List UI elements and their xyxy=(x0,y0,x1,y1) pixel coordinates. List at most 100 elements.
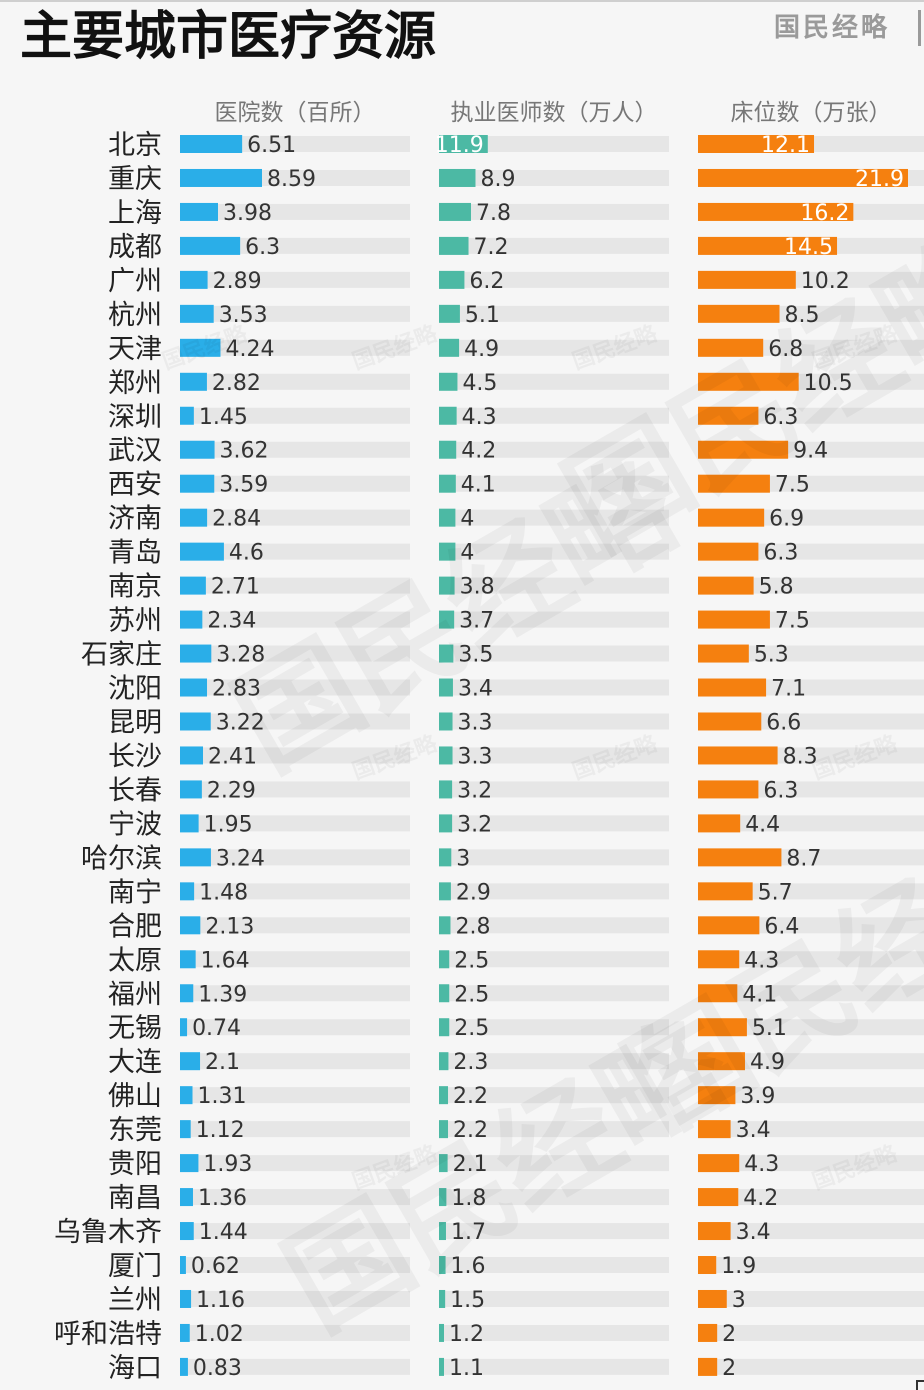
hospital-bar xyxy=(180,644,212,663)
bed-value-label: 4.4 xyxy=(745,812,780,837)
bed-track xyxy=(698,1290,924,1307)
doctor-track xyxy=(439,203,669,220)
bed-track xyxy=(698,1019,924,1036)
bed-track xyxy=(698,883,924,900)
bed-track xyxy=(698,1324,924,1341)
bed-bar xyxy=(698,882,753,901)
hospital-bar xyxy=(180,848,211,867)
doctor-bar xyxy=(439,1154,448,1173)
category-label: 福州 xyxy=(108,979,162,1010)
hospital-value-label: 1.93 xyxy=(203,1152,252,1177)
doctor-value-label: 3.2 xyxy=(457,812,492,837)
doctor-value-label: 2.2 xyxy=(453,1118,488,1143)
hospital-value-label: 6.3 xyxy=(245,235,280,260)
doctor-bar xyxy=(439,508,456,527)
hospital-bar xyxy=(180,304,214,323)
bed-track xyxy=(698,951,924,968)
hospital-track xyxy=(180,849,410,866)
bed-bar xyxy=(698,1086,736,1105)
bed-bar xyxy=(698,338,764,357)
bed-track xyxy=(698,985,924,1002)
doctor-bar xyxy=(439,984,450,1003)
hospital-bar xyxy=(180,1323,190,1342)
bed-value-label: 9.4 xyxy=(793,439,828,464)
hospital-track xyxy=(180,1189,410,1206)
hospital-value-label: 4.24 xyxy=(225,337,274,362)
hospital-value-label: 1.12 xyxy=(196,1118,245,1143)
doctor-bar xyxy=(439,1052,449,1071)
hospital-bar xyxy=(180,372,207,391)
hospital-bar xyxy=(180,1018,188,1037)
bed-bar xyxy=(698,712,762,731)
doctor-value-label: 2.2 xyxy=(453,1084,488,1109)
doctor-track xyxy=(439,611,669,628)
doctor-bar xyxy=(439,1323,444,1342)
bed-bar xyxy=(698,610,770,629)
bed-track xyxy=(698,1257,924,1274)
doctor-value-label: 4.3 xyxy=(462,405,497,430)
bed-value-label: 8.5 xyxy=(785,303,820,328)
bed-bar xyxy=(698,236,838,255)
bed-value-label: 12.1 xyxy=(761,133,810,158)
bed-value-label: 4.3 xyxy=(744,948,779,973)
hospital-bar xyxy=(180,678,208,697)
category-label: 济南 xyxy=(108,504,162,535)
hospital-track xyxy=(180,1087,410,1104)
header-doctors: 执业医师数（万人） xyxy=(450,100,658,126)
doctor-track xyxy=(439,339,669,356)
doctor-track xyxy=(439,1087,669,1104)
doctor-value-label: 4 xyxy=(460,507,474,532)
hospital-track xyxy=(180,713,410,730)
doctor-bar xyxy=(439,814,453,833)
doctor-bar xyxy=(439,406,457,425)
bed-value-label: 10.5 xyxy=(804,371,853,396)
hospital-track xyxy=(180,373,410,390)
doctor-value-label: 2.5 xyxy=(454,948,489,973)
hospital-bar xyxy=(180,712,211,731)
doctor-value-label: 2.5 xyxy=(454,982,489,1007)
doctor-value-label: 4.1 xyxy=(461,473,496,498)
hospital-track xyxy=(180,543,410,560)
hospital-bar xyxy=(180,236,241,255)
bed-value-label: 2 xyxy=(722,1356,736,1381)
bed-track xyxy=(698,1121,924,1138)
hospital-track xyxy=(180,407,410,424)
doctor-bar xyxy=(439,474,456,493)
doctor-bar xyxy=(439,168,476,187)
hospital-track xyxy=(180,271,410,288)
doctor-value-label: 4.2 xyxy=(461,439,496,464)
bed-bar xyxy=(698,1222,731,1241)
doctor-value-label: 2.5 xyxy=(454,1016,489,1041)
doctor-bar xyxy=(439,848,452,867)
bed-bar xyxy=(698,848,782,867)
category-label: 大连 xyxy=(108,1047,162,1078)
bed-value-label: 1.9 xyxy=(721,1254,756,1279)
hospital-bar xyxy=(180,916,201,935)
bed-value-label: 8.7 xyxy=(786,846,821,871)
doctor-bar xyxy=(439,780,453,799)
page-title: 主要城市医疗资源 xyxy=(20,7,437,67)
category-label: 成都 xyxy=(108,232,162,263)
hospital-bar xyxy=(180,1256,186,1275)
doctor-value-label: 1.6 xyxy=(451,1254,486,1279)
doctor-bar xyxy=(439,916,451,935)
bed-value-label: 4.3 xyxy=(744,1152,779,1177)
hospital-value-label: 3.59 xyxy=(219,473,268,498)
doctor-track xyxy=(439,169,669,186)
hospital-track xyxy=(180,1121,410,1138)
bed-value-label: 5.1 xyxy=(752,1016,787,1041)
hospital-bar xyxy=(180,508,208,527)
doctor-value-label: 5.1 xyxy=(465,303,500,328)
category-label: 乌鲁木齐 xyxy=(54,1217,162,1248)
hospital-value-label: 1.02 xyxy=(195,1322,244,1347)
bed-bar xyxy=(698,202,854,221)
doctor-track xyxy=(439,407,669,424)
logo-divider xyxy=(918,10,921,46)
hospital-bar xyxy=(180,135,243,153)
doctor-value-label: 4.5 xyxy=(462,371,497,396)
hospital-value-label: 1.44 xyxy=(199,1220,248,1245)
corner-mark xyxy=(916,1380,924,1390)
bed-value-label: 21.9 xyxy=(855,167,904,192)
hospital-bar xyxy=(180,1222,194,1241)
hospital-bar xyxy=(180,984,194,1003)
